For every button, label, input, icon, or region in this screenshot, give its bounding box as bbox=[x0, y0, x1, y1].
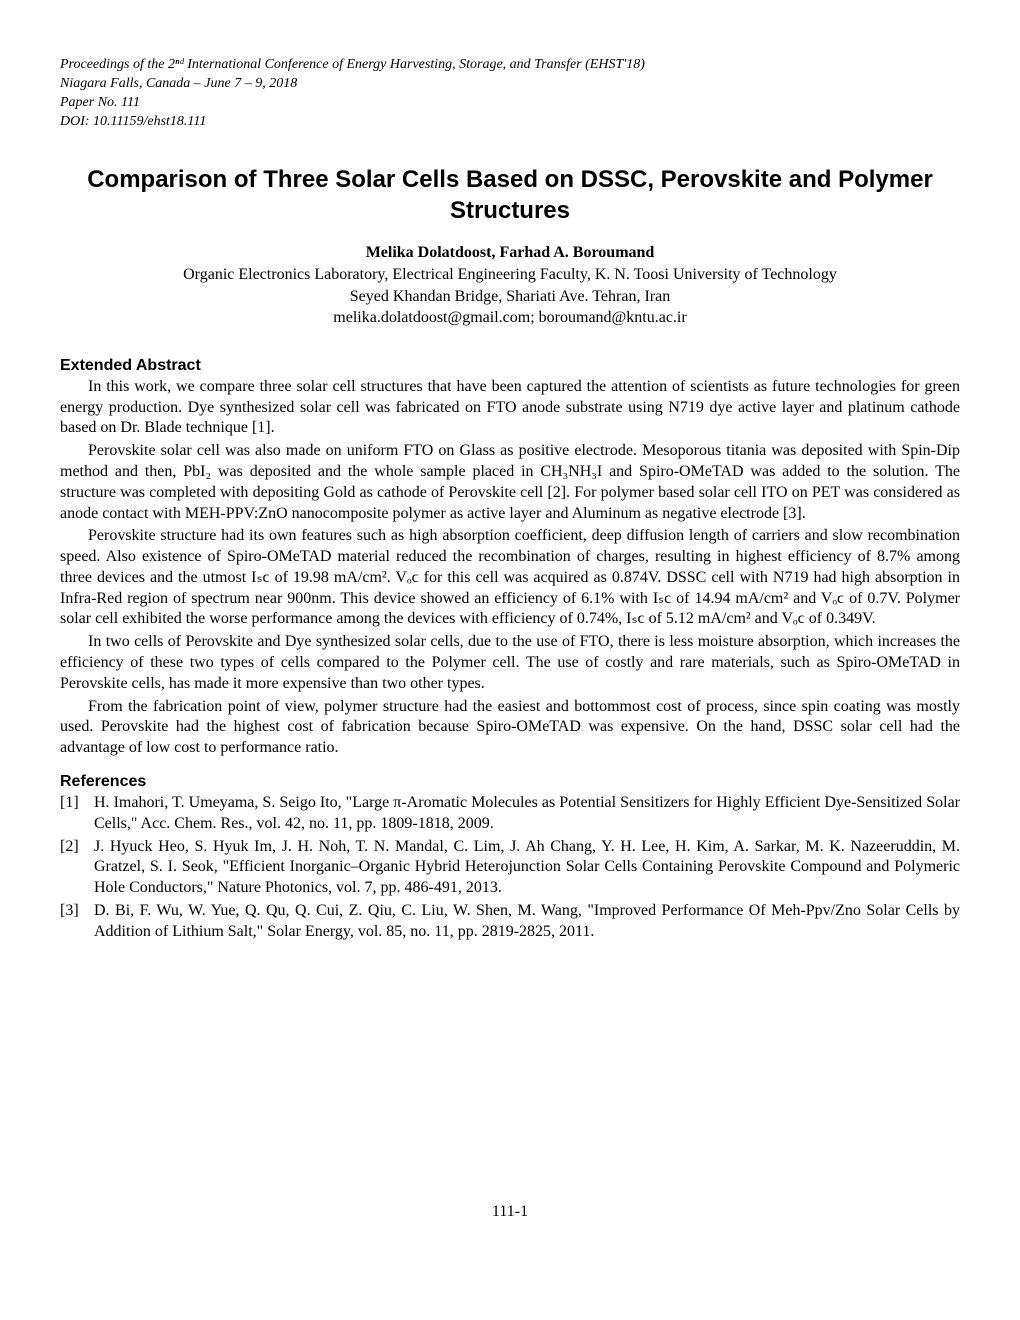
reference-item: [2] J. Hyuck Heo, S. Hyuk Im, J. H. Noh,… bbox=[60, 837, 960, 899]
reference-item: [3] D. Bi, F. Wu, W. Yue, Q. Qu, Q. Cui,… bbox=[60, 901, 960, 943]
authors-line: Melika Dolatdoost, Farhad A. Boroumand bbox=[60, 244, 960, 262]
abstract-paragraph: Perovskite structure had its own feature… bbox=[60, 526, 960, 630]
abstract-paragraph: Perovskite solar cell was also made on u… bbox=[60, 441, 960, 524]
reference-number: [1] bbox=[60, 793, 94, 835]
abstract-paragraph: In this work, we compare three solar cel… bbox=[60, 377, 960, 439]
paper-no-line: Paper No. 111 bbox=[60, 94, 960, 113]
affiliation-line: melika.dolatdoost@gmail.com; boroumand@k… bbox=[60, 307, 960, 329]
affiliation-line: Seyed Khandan Bridge, Shariati Ave. Tehr… bbox=[60, 286, 960, 308]
affiliation-line: Organic Electronics Laboratory, Electric… bbox=[60, 264, 960, 286]
proceedings-header: Proceedings of the 2ⁿᵈ International Con… bbox=[60, 56, 960, 132]
reference-number: [2] bbox=[60, 837, 94, 899]
references-heading: References bbox=[60, 773, 960, 791]
reference-text: J. Hyuck Heo, S. Hyuk Im, J. H. Noh, T. … bbox=[94, 837, 960, 899]
abstract-paragraph: In two cells of Perovskite and Dye synth… bbox=[60, 632, 960, 694]
abstract-heading: Extended Abstract bbox=[60, 357, 960, 375]
paper-title: Comparison of Three Solar Cells Based on… bbox=[60, 164, 960, 226]
affiliation-block: Organic Electronics Laboratory, Electric… bbox=[60, 264, 960, 329]
doi-line: DOI: 10.11159/ehst18.111 bbox=[60, 113, 960, 132]
reference-number: [3] bbox=[60, 901, 94, 943]
abstract-paragraph: From the fabrication point of view, poly… bbox=[60, 697, 960, 759]
proceedings-line: Proceedings of the 2ⁿᵈ International Con… bbox=[60, 56, 960, 75]
page-number: 111-1 bbox=[60, 1203, 960, 1221]
reference-text: D. Bi, F. Wu, W. Yue, Q. Qu, Q. Cui, Z. … bbox=[94, 901, 960, 943]
reference-text: H. Imahori, T. Umeyama, S. Seigo Ito, "L… bbox=[94, 793, 960, 835]
location-date-line: Niagara Falls, Canada – June 7 – 9, 2018 bbox=[60, 75, 960, 94]
reference-item: [1] H. Imahori, T. Umeyama, S. Seigo Ito… bbox=[60, 793, 960, 835]
references-list: [1] H. Imahori, T. Umeyama, S. Seigo Ito… bbox=[60, 793, 960, 943]
